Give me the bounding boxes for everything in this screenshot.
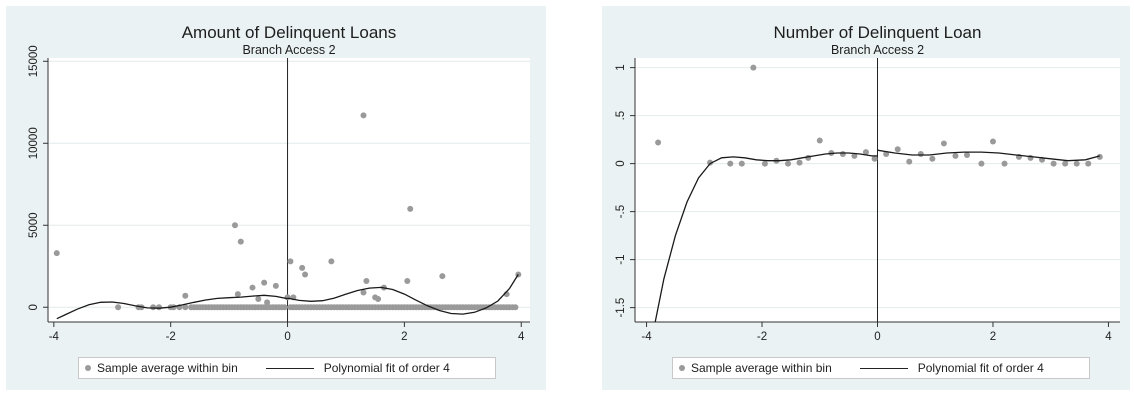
plot-area — [48, 58, 530, 322]
data-point — [360, 289, 367, 296]
data-point — [360, 112, 367, 119]
data-point — [287, 258, 294, 265]
y-tick-label: 15000 — [28, 45, 40, 77]
chart-subtitle: Branch Access 2 — [242, 43, 335, 57]
data-point — [249, 284, 256, 291]
legend-marker-fit — [265, 367, 314, 369]
data-point — [816, 137, 823, 144]
data-point — [707, 159, 714, 166]
data-point — [963, 151, 970, 158]
x-tick-label: 2 — [401, 331, 407, 343]
x-tick-label: 2 — [990, 331, 996, 343]
y-tick-label: 0 — [28, 304, 40, 310]
data-point — [284, 294, 291, 301]
data-point — [978, 160, 985, 167]
fit-line — [654, 152, 878, 323]
data-point — [1073, 160, 1080, 167]
data-point — [299, 264, 306, 271]
data-point — [53, 250, 60, 257]
fit-line — [56, 294, 288, 320]
data-point — [989, 138, 996, 145]
data-point — [237, 238, 244, 245]
y-tick-label: -.5 — [615, 205, 627, 218]
x-tick-label: 4 — [1105, 331, 1112, 343]
legend-label-fit: Polynomial fit of order 4 — [917, 361, 1044, 375]
data-point — [894, 146, 901, 153]
legend-label-fit: Polynomial fit of order 4 — [323, 361, 450, 375]
y-tick-label: .5 — [615, 111, 627, 121]
legend-marker-points — [85, 365, 91, 371]
legend-left: Sample average within bin Polynomial fit… — [78, 357, 496, 379]
data-point — [363, 278, 370, 285]
chart-panel-left: Amount of Delinquent Loans Branch Access … — [6, 6, 546, 390]
y-tick-label: 5000 — [28, 212, 40, 238]
legend-marker-fit — [859, 367, 908, 369]
y-tick-label: 10000 — [28, 127, 40, 159]
chart-subtitle: Branch Access 2 — [831, 43, 924, 57]
x-tick-label: -4 — [49, 331, 60, 343]
data-point — [906, 158, 913, 165]
data-point — [264, 299, 271, 306]
data-point — [862, 149, 869, 156]
y-tick-label: 0 — [615, 160, 627, 166]
x-tick-label: 4 — [518, 331, 525, 343]
chart-title: Number of Delinquent Loan — [774, 23, 982, 42]
data-point — [182, 292, 189, 299]
data-point — [150, 304, 157, 311]
y-tick-label: -1.5 — [615, 298, 627, 318]
data-point — [940, 140, 947, 147]
fit-line — [287, 274, 519, 315]
x-tick-label: -2 — [757, 331, 767, 343]
data-point — [655, 139, 662, 146]
data-point — [255, 296, 262, 303]
data-point — [231, 222, 238, 229]
data-point — [328, 258, 335, 265]
data-point — [234, 291, 241, 298]
fit-line — [877, 149, 1100, 162]
x-tick-label: 0 — [874, 331, 880, 343]
data-point — [261, 279, 268, 286]
data-point — [785, 160, 792, 167]
data-point — [738, 160, 745, 167]
x-tick-label: -4 — [641, 331, 652, 343]
data-point — [1085, 160, 1092, 167]
data-point — [839, 151, 846, 157]
data-point — [272, 282, 279, 289]
data-point — [1050, 160, 1057, 167]
data-point — [1062, 160, 1069, 167]
legend-label-points: Sample average within bin — [691, 361, 832, 375]
data-point — [281, 304, 288, 311]
data-point — [917, 151, 924, 157]
data-point — [156, 304, 163, 311]
legend-marker-points — [679, 365, 685, 371]
data-point — [115, 304, 122, 311]
data-point — [182, 304, 189, 311]
legend-label-points: Sample average within bin — [97, 361, 238, 375]
data-point — [439, 273, 446, 280]
y-tick-label: -1 — [615, 254, 627, 264]
data-point — [1096, 153, 1103, 160]
data-point — [750, 64, 757, 71]
data-point — [727, 160, 734, 167]
data-point — [1001, 160, 1008, 167]
data-point — [512, 304, 519, 311]
data-point — [404, 278, 411, 285]
data-point — [302, 271, 309, 278]
legend-right: Sample average within bin Polynomial fit… — [672, 357, 1090, 379]
x-tick-label: -2 — [166, 331, 176, 343]
data-point — [796, 159, 803, 166]
y-tick-label: 1 — [615, 64, 627, 70]
data-point — [851, 152, 858, 159]
data-point — [929, 155, 936, 162]
data-point — [761, 160, 768, 167]
chart-title: Amount of Delinquent Loans — [182, 23, 397, 42]
data-point — [375, 296, 382, 303]
data-point — [407, 205, 414, 212]
data-point — [952, 152, 959, 159]
data-point — [871, 155, 878, 162]
chart-panel-right: Number of Delinquent Loan Branch Access 2… — [602, 6, 1130, 390]
x-tick-label: 0 — [284, 331, 290, 343]
